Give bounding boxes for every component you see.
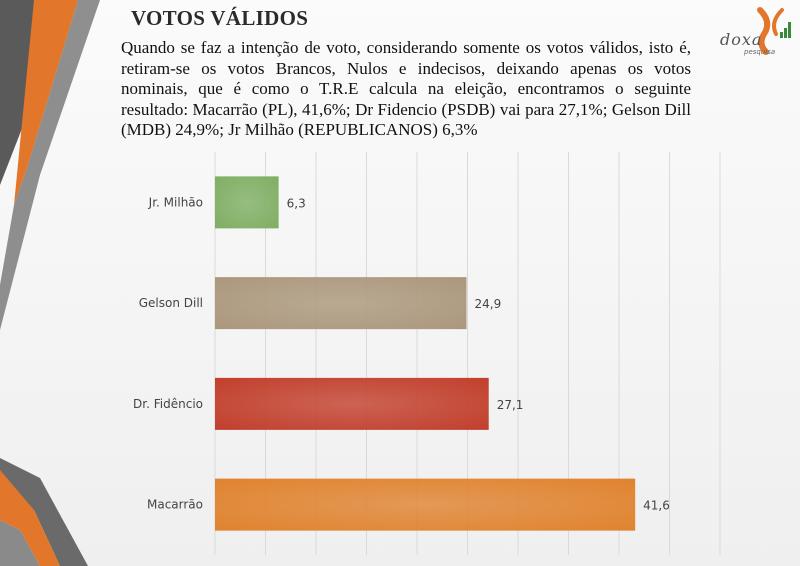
bar-3 <box>215 478 636 531</box>
doxa-logo-icon <box>757 7 791 55</box>
category-label: Dr. Fidêncio <box>133 397 203 411</box>
category-label: Macarrão <box>147 498 203 512</box>
logo-name: doxa <box>720 30 763 49</box>
data-label: 27,1 <box>497 398 524 412</box>
data-label: 6,3 <box>287 196 306 210</box>
logo-tagline: pesquisa <box>744 48 776 56</box>
bar-2 <box>215 377 489 430</box>
category-label: Jr. Milhão <box>148 195 203 209</box>
data-label: 24,9 <box>474 297 501 311</box>
slide-description: Quando se faz a intenção de voto, consid… <box>121 38 691 139</box>
doxa-logo: doxa pesquisa <box>714 6 794 62</box>
bar-0 <box>215 176 279 229</box>
slide-title: VOTOS VÁLIDOS <box>131 6 309 30</box>
bar-1 <box>215 277 467 330</box>
category-label: Gelson Dill <box>139 296 203 310</box>
data-label: 41,6 <box>643 499 670 513</box>
